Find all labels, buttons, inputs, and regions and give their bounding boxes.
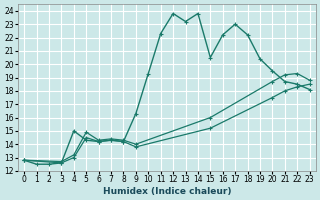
X-axis label: Humidex (Indice chaleur): Humidex (Indice chaleur)	[103, 187, 231, 196]
